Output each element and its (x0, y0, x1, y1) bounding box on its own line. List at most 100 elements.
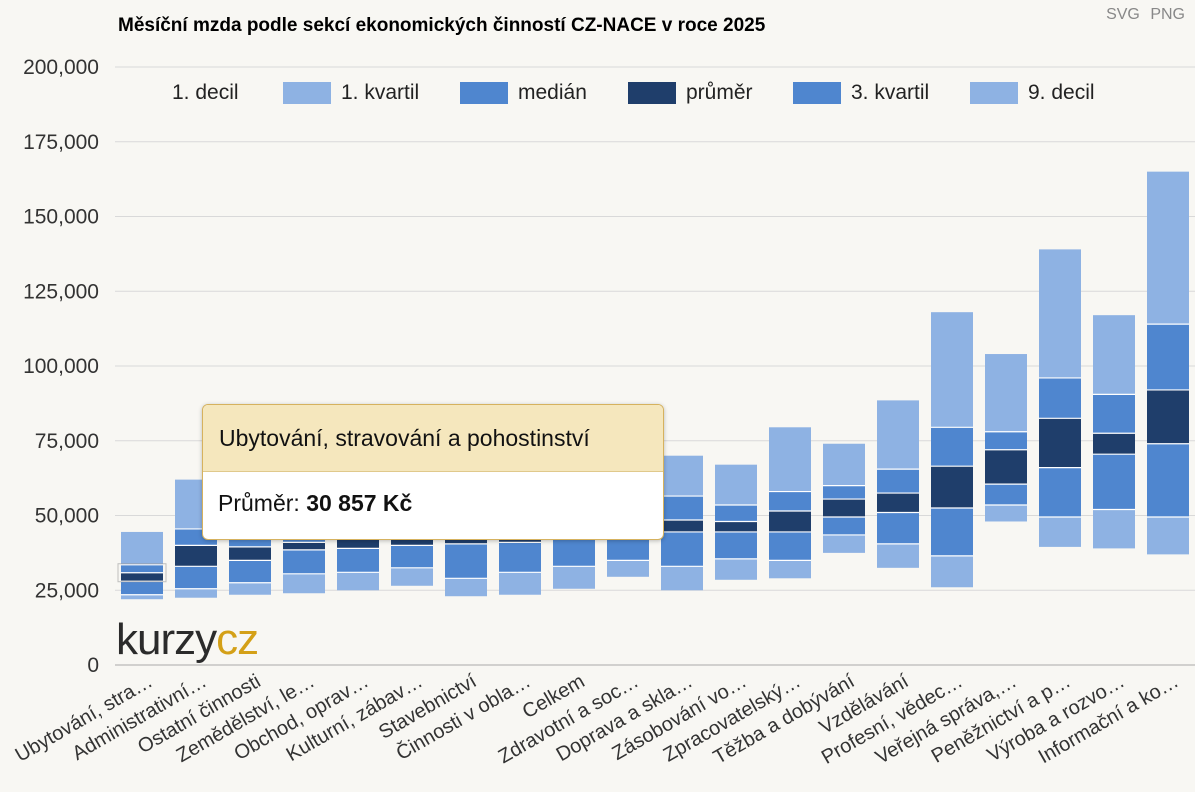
chart-legend: 1. decil 1. kvartil medián průměr 3. kvartil… (0, 78, 1195, 108)
bar-segment-mean (769, 511, 811, 532)
bar-segment-d9 (121, 531, 163, 565)
bar-segment-q1 (715, 531, 757, 559)
bar-segment-q1 (175, 566, 217, 589)
bar-segment-d1 (553, 566, 595, 589)
export-svg-button[interactable]: SVG (1106, 6, 1140, 23)
bar-segment-q1 (1147, 443, 1189, 517)
bar-segment-mean (931, 466, 973, 509)
legend-swatch (283, 82, 331, 104)
bar-segment-mean (175, 545, 217, 567)
export-menu: SVG PNG (1100, 6, 1185, 24)
bar-segment-d1 (877, 543, 919, 568)
bar-segment-d1 (1039, 516, 1081, 547)
hover-marker (117, 563, 167, 583)
bar-segment-q3 (1093, 394, 1135, 434)
bar-segment-d1 (391, 567, 433, 586)
legend-label: 1. decil (172, 81, 239, 104)
bar-segment-d9 (931, 312, 973, 428)
legend-swatch (460, 82, 508, 104)
y-tick-label: 125,000 (23, 280, 99, 303)
bar-segment-q1 (553, 539, 595, 567)
bar-segment-q1 (769, 531, 811, 561)
bar-segment-d1 (499, 572, 541, 595)
bar-segment-d1 (229, 582, 271, 595)
bar-segment-q1 (661, 531, 703, 567)
bar-segment-d9 (661, 455, 703, 497)
bar-segment-q3 (1039, 377, 1081, 419)
bar-segment-d1 (985, 505, 1027, 522)
bar-segment-d9 (1039, 249, 1081, 378)
bar-segment-d9 (877, 400, 919, 470)
bar-segment-d1 (931, 555, 973, 588)
y-tick-label: 175,000 (23, 131, 99, 154)
bar-segment-q1 (337, 548, 379, 573)
y-tick-label: 50,000 (35, 505, 99, 528)
legend-item[interactable]: 3. kvartil (793, 78, 929, 108)
legend-label: 1. kvartil (341, 81, 420, 104)
bar-segment-q1 (1093, 454, 1135, 510)
bar-segment-q1 (985, 484, 1027, 506)
bar-segment-mean (283, 542, 325, 550)
tooltip-body: Průměr: 30 857 Kč (203, 472, 663, 517)
legend-label: 3. kvartil (851, 81, 930, 104)
bar-segment-d9 (769, 427, 811, 492)
legend-label: medián (518, 81, 587, 104)
bar-segment-mean (121, 572, 163, 582)
bar-segment-d1 (715, 558, 757, 580)
bar-segment-q3 (985, 431, 1027, 450)
bar-segment-q3 (661, 496, 703, 520)
bar-segment-mean (985, 449, 1027, 485)
bar-segment-q1 (1039, 467, 1081, 517)
bar-segment-d1 (121, 594, 163, 600)
bar-segment-mean (877, 493, 919, 513)
legend-item[interactable]: 1. decil (172, 78, 239, 108)
bar-segment-d9 (715, 464, 757, 506)
bar-segment-q3 (931, 427, 973, 467)
bar-segment-mean (337, 537, 379, 549)
bar-segment-d9 (823, 443, 865, 486)
chart-title: Měsíční mzda podle sekcí ekonomických či… (118, 15, 766, 36)
legend-swatch (970, 82, 1018, 104)
bar-segment-q1 (121, 581, 163, 595)
bar-segment-d1 (283, 573, 325, 594)
bar-segment-d9 (985, 354, 1027, 432)
legend-item[interactable]: 1. kvartil (283, 78, 419, 108)
legend-item[interactable]: 9. decil (970, 78, 1095, 108)
bar-segment-mean (445, 539, 487, 544)
y-tick-label: 200,000 (23, 56, 99, 79)
bar-segment-mean (661, 519, 703, 532)
bar-segment-d1 (175, 588, 217, 598)
bar-segment-q1 (877, 512, 919, 544)
bar-segment-d1 (607, 560, 649, 577)
legend-label: 9. decil (1028, 81, 1095, 104)
bar-segment-d1 (1147, 516, 1189, 555)
tooltip-category: Ubytování, stravování a pohostinství (203, 405, 663, 472)
bar-segment-q1 (391, 545, 433, 568)
legend-swatch (628, 82, 676, 104)
bar-segment-d1 (823, 534, 865, 553)
chart-tooltip: Ubytování, stravování a pohostinství Prů… (202, 404, 664, 540)
bar-segment-q1 (931, 508, 973, 556)
bar-segment-d1 (661, 566, 703, 591)
bar-segment-q1 (499, 542, 541, 573)
bar-segment-mean (715, 521, 757, 532)
legend-item[interactable]: průměr (628, 78, 753, 108)
tooltip-value: 30 857 Kč (306, 490, 413, 516)
legend-label: průměr (686, 81, 753, 104)
bar-segment-q3 (715, 505, 757, 522)
y-tick-label: 0 (87, 654, 99, 677)
bar-segment-q1 (445, 543, 487, 579)
export-png-button[interactable]: PNG (1150, 6, 1185, 23)
bar-segment-d1 (1093, 509, 1135, 549)
bar-segment-q1 (283, 549, 325, 574)
bar-segment-q3 (1147, 324, 1189, 390)
y-tick-label: 75,000 (35, 430, 99, 453)
bar-segment-q1 (229, 560, 271, 583)
bar-segment-d1 (769, 560, 811, 579)
bar-segment-q3 (823, 485, 865, 500)
kurzy-cz-logo: kurzycz (116, 615, 259, 664)
legend-item[interactable]: medián (460, 78, 587, 108)
y-tick-label: 150,000 (23, 206, 99, 229)
bar-segment-mean (823, 499, 865, 517)
